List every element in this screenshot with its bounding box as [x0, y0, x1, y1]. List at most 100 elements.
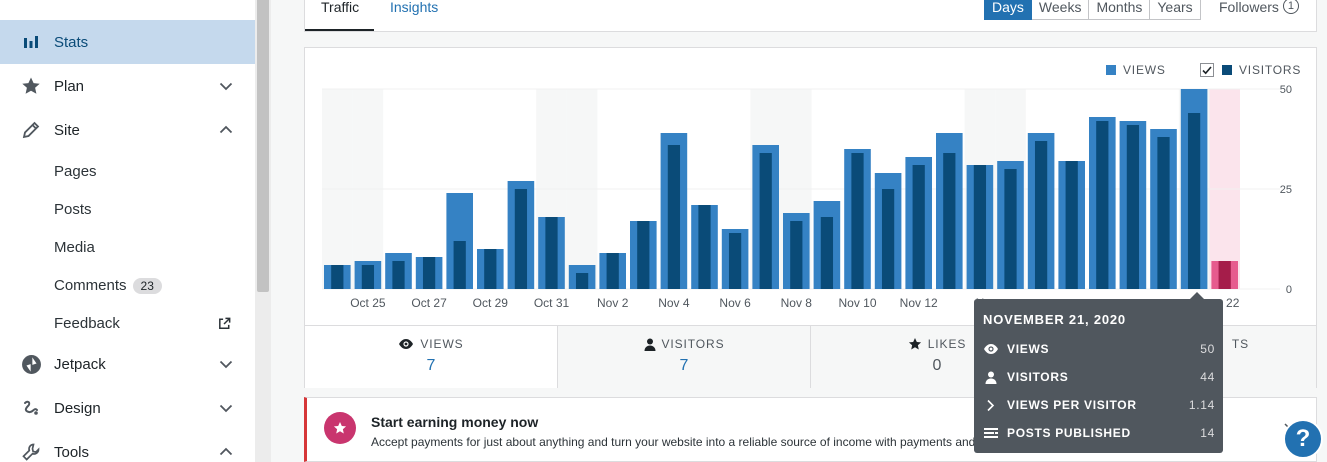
design-icon	[20, 397, 42, 419]
visitors-bar	[667, 145, 681, 289]
x-tick-label: Nov 8	[781, 296, 813, 310]
tooltip-row-value: 14	[1200, 426, 1215, 440]
chevron-up-icon[interactable]	[218, 444, 234, 460]
visitors-bar	[698, 205, 711, 289]
chart-tooltip: NOVEMBER 21, 2020 VIEWS 50 VISITORS 44 V…	[974, 292, 1223, 453]
visitors-bar	[881, 189, 895, 289]
visitors-bar	[973, 165, 987, 289]
tooltip-row-value: 1.14	[1188, 398, 1215, 412]
x-tick-label: Oct 29	[473, 296, 509, 310]
tab-insights[interactable]: Insights	[390, 0, 439, 15]
visitors-bar	[484, 249, 497, 289]
tooltip-row-label: VIEWS	[1007, 342, 1050, 356]
visitors-bar	[1157, 137, 1170, 289]
stats-chart-card: 50 25 0 Oct 25 Oct 27 Oct 29 Oct 31 Nov 2 Nov 4 N…	[304, 47, 1317, 388]
sidebar-item-label: Site	[54, 121, 80, 139]
sidebar-item-design[interactable]: Design	[0, 386, 255, 430]
sidebar-item-stats[interactable]: Stats	[0, 20, 255, 64]
eye-icon	[984, 344, 998, 354]
eye-icon	[399, 339, 414, 349]
x-tick-label: Nov 12	[900, 296, 938, 310]
x-tick-label: Nov 4	[658, 296, 690, 310]
sidebar-subitem-comments[interactable]: Comments 23	[54, 277, 162, 295]
x-tick-label: Oct 25	[350, 296, 386, 310]
summary-tab-views-title: VIEWS	[305, 337, 557, 351]
summary-tab-likes-title: LIKES	[811, 337, 1063, 351]
sidebar-item-tools[interactable]: Tools	[0, 430, 255, 462]
summary-tab-views[interactable]: VIEWS 7	[305, 325, 558, 388]
legend-views-swatch	[1106, 65, 1116, 75]
sidebar-subitem-feedback[interactable]: Feedback	[54, 315, 120, 332]
visitors-bar	[392, 261, 405, 289]
sidebar-subitem-posts[interactable]: Posts	[54, 201, 92, 218]
legend-visitors-checkbox[interactable]	[1200, 63, 1214, 77]
person-icon	[644, 338, 655, 351]
x-tick-label: Oct 27	[411, 296, 447, 310]
tooltip-date: NOVEMBER 21, 2020	[983, 312, 1126, 327]
legend-views: VIEWS	[1106, 63, 1166, 77]
comments-count-badge: 23	[132, 278, 162, 295]
promo-title: Start earning money now	[371, 414, 539, 430]
visitors-bar	[820, 217, 834, 289]
tooltip-row-label: VISITORS	[1007, 370, 1069, 384]
sidebar: Stats Plan Site Pages Posts Media Commen…	[0, 0, 255, 462]
x-tick-label: Nov 10	[838, 296, 876, 310]
summary-tab-visitors-title: VISITORS	[558, 337, 810, 351]
sidebar-subitem-pages[interactable]: Pages	[54, 163, 97, 180]
help-button[interactable]: ?	[1283, 419, 1323, 459]
visitors-bar	[422, 257, 436, 289]
period-years-button[interactable]: Years	[1150, 0, 1201, 20]
visitors-bar	[759, 153, 772, 289]
promo-description: Accept payments for just about anything …	[371, 435, 976, 449]
chevron-down-icon[interactable]	[218, 78, 234, 94]
sidebar-item-label: Jetpack	[54, 355, 106, 373]
visitors-bar	[728, 233, 742, 289]
active-tab-indicator	[305, 29, 374, 31]
sidebar-item-plan[interactable]: Plan	[0, 64, 255, 108]
period-selector: Days Weeks Months Years	[984, 0, 1201, 20]
chevron-down-icon[interactable]	[218, 356, 234, 372]
tooltip-row-visitors: VISITORS 44	[983, 367, 1215, 387]
tooltip-row-views: VIEWS 50	[983, 339, 1215, 359]
x-tick-label: Oct 31	[534, 296, 570, 310]
star-icon	[20, 75, 42, 97]
period-weeks-button[interactable]: Weeks	[1031, 0, 1090, 20]
followers-count: 1	[1282, 0, 1299, 14]
sidebar-item-site[interactable]: Site	[0, 108, 255, 152]
followers-link[interactable]: Followers 1	[1219, 0, 1299, 14]
sidebar-subitem-media[interactable]: Media	[54, 239, 95, 256]
period-months-button[interactable]: Months	[1089, 0, 1151, 20]
summary-tab-label: TS	[1231, 337, 1249, 351]
visitors-bar	[637, 221, 650, 289]
visitors-bar	[606, 253, 619, 289]
summary-tab-visitors[interactable]: VISITORS 7	[558, 325, 811, 388]
legend-visitors[interactable]: VISITORS	[1200, 63, 1301, 77]
sidebar-item-jetpack[interactable]: Jetpack	[0, 342, 255, 386]
bar-chart-icon	[20, 31, 42, 53]
period-days-button[interactable]: Days	[984, 0, 1032, 20]
summary-tab-label: VISITORS	[661, 337, 725, 351]
y-tick-label: 0	[1286, 284, 1292, 296]
summary-tab-label: LIKES	[927, 337, 967, 351]
visitors-bar	[943, 153, 956, 289]
visitors-bar	[1126, 125, 1140, 289]
followers-label: Followers	[1219, 0, 1279, 15]
summary-tab-value: 0	[932, 357, 942, 374]
external-link-icon	[219, 317, 231, 329]
person-icon	[985, 371, 997, 384]
tooltip-row-value: 50	[1200, 342, 1215, 356]
chevron-right-icon	[987, 399, 995, 411]
visitors-bar	[851, 153, 864, 289]
tab-traffic[interactable]: Traffic	[321, 0, 360, 15]
tooltip-row-value: 44	[1200, 370, 1215, 384]
chevron-down-icon[interactable]	[218, 400, 234, 416]
y-tick-label: 50	[1280, 84, 1292, 96]
chevron-up-icon[interactable]	[218, 122, 234, 138]
star-icon	[908, 338, 921, 350]
visitors-bar	[453, 241, 466, 289]
x-tick-label: Nov 6	[719, 296, 751, 310]
visitors-bar	[514, 189, 528, 289]
tooltip-row-posts-published: POSTS PUBLISHED 14	[983, 423, 1215, 443]
legend-views-label: VIEWS	[1123, 63, 1166, 77]
sidebar-scrollbar-thumb[interactable]	[257, 0, 269, 292]
